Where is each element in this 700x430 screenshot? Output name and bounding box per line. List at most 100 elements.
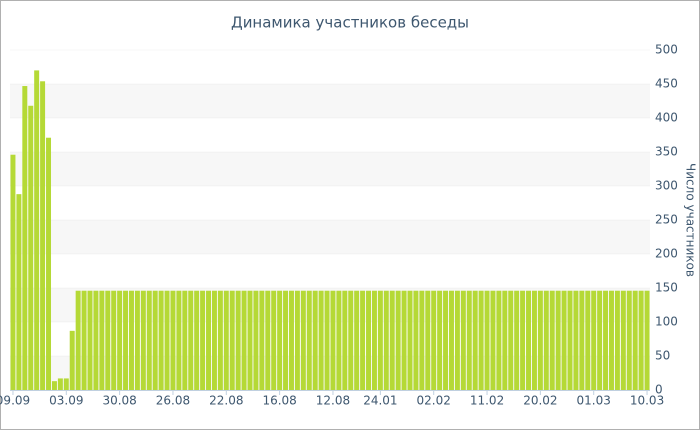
x-tick-label: 20.02 bbox=[523, 394, 557, 408]
bar bbox=[288, 290, 294, 390]
bar bbox=[69, 330, 75, 390]
x-tick-label: 11.02 bbox=[470, 394, 504, 408]
bar bbox=[312, 290, 318, 390]
y-tick-label: 250 bbox=[655, 213, 678, 227]
plot-band bbox=[10, 152, 650, 186]
x-tick-label: 26.08 bbox=[156, 394, 190, 408]
bar bbox=[217, 290, 223, 390]
bar bbox=[300, 290, 306, 390]
bar bbox=[419, 290, 425, 390]
bar bbox=[336, 290, 342, 390]
y-tick-label: 150 bbox=[655, 281, 678, 295]
bar bbox=[324, 290, 330, 390]
bar bbox=[638, 290, 644, 390]
bar bbox=[354, 290, 360, 390]
bar bbox=[389, 290, 395, 390]
bar bbox=[537, 290, 543, 390]
x-tick-label: 02.02 bbox=[417, 394, 451, 408]
bar bbox=[514, 290, 520, 390]
y-tick-label: 300 bbox=[655, 179, 678, 193]
x-tick-label: 30.08 bbox=[102, 394, 136, 408]
bar bbox=[413, 290, 419, 390]
bar bbox=[496, 290, 502, 390]
bar bbox=[490, 290, 496, 390]
bar bbox=[117, 290, 123, 390]
bar bbox=[371, 290, 377, 390]
bar bbox=[425, 290, 431, 390]
x-tick-label: 09.09 bbox=[0, 394, 30, 408]
bar bbox=[603, 290, 609, 390]
chart-title: Динамика участников беседы bbox=[231, 14, 469, 32]
bar bbox=[170, 290, 176, 390]
bar bbox=[531, 290, 537, 390]
bar bbox=[466, 290, 472, 390]
bar bbox=[543, 290, 549, 390]
bar bbox=[164, 290, 170, 390]
bar bbox=[271, 290, 277, 390]
bar bbox=[443, 290, 449, 390]
bar bbox=[241, 290, 247, 390]
bar bbox=[105, 290, 111, 390]
bar bbox=[152, 290, 158, 390]
bar bbox=[294, 290, 300, 390]
bar bbox=[526, 290, 532, 390]
y-tick-label: 500 bbox=[655, 43, 678, 57]
bar bbox=[16, 194, 22, 390]
bar bbox=[63, 378, 69, 390]
bar bbox=[111, 290, 117, 390]
bar bbox=[235, 290, 241, 390]
y-tick-label: 200 bbox=[655, 247, 678, 261]
y-axis-title: Число участников bbox=[684, 163, 698, 277]
bar bbox=[223, 290, 229, 390]
bar bbox=[194, 290, 200, 390]
bar bbox=[330, 290, 336, 390]
bar bbox=[146, 290, 152, 390]
bar bbox=[608, 290, 614, 390]
bar bbox=[128, 290, 134, 390]
y-tick-label: 400 bbox=[655, 111, 678, 125]
x-tick-label: 22.08 bbox=[209, 394, 243, 408]
x-tick-label: 03.09 bbox=[49, 394, 83, 408]
plot-band bbox=[10, 356, 650, 390]
bar bbox=[34, 70, 40, 391]
bar bbox=[620, 290, 626, 390]
bar bbox=[395, 290, 401, 390]
bar bbox=[579, 290, 585, 390]
bar bbox=[478, 290, 484, 390]
x-tick-label: 01.03 bbox=[577, 394, 611, 408]
bar bbox=[508, 290, 514, 390]
bar bbox=[502, 290, 508, 390]
bar bbox=[87, 290, 93, 390]
bar bbox=[614, 290, 620, 390]
bar bbox=[46, 137, 52, 390]
x-tick-label: 10.03 bbox=[630, 394, 664, 408]
bar bbox=[229, 290, 235, 390]
bar bbox=[407, 290, 413, 390]
bar bbox=[99, 290, 105, 390]
bar bbox=[585, 290, 591, 390]
bar bbox=[277, 290, 283, 390]
y-tick-label: 0 bbox=[655, 383, 663, 397]
bar bbox=[158, 290, 164, 390]
bar bbox=[626, 290, 632, 390]
bar bbox=[28, 105, 34, 390]
bar bbox=[318, 290, 324, 390]
bar bbox=[57, 378, 63, 390]
bar bbox=[567, 290, 573, 390]
bar bbox=[401, 290, 407, 390]
bar bbox=[306, 290, 312, 390]
plot-band bbox=[10, 220, 650, 254]
bar bbox=[182, 290, 188, 390]
y-tick-label: 350 bbox=[655, 145, 678, 159]
y-tick-label: 450 bbox=[655, 77, 678, 91]
bar bbox=[22, 86, 28, 390]
bar bbox=[200, 290, 206, 390]
bar bbox=[134, 290, 140, 390]
bar bbox=[247, 290, 253, 390]
x-tick-label: 24.01 bbox=[363, 394, 397, 408]
bar bbox=[472, 290, 478, 390]
bar bbox=[188, 290, 194, 390]
bar bbox=[40, 81, 46, 390]
bar bbox=[561, 290, 567, 390]
